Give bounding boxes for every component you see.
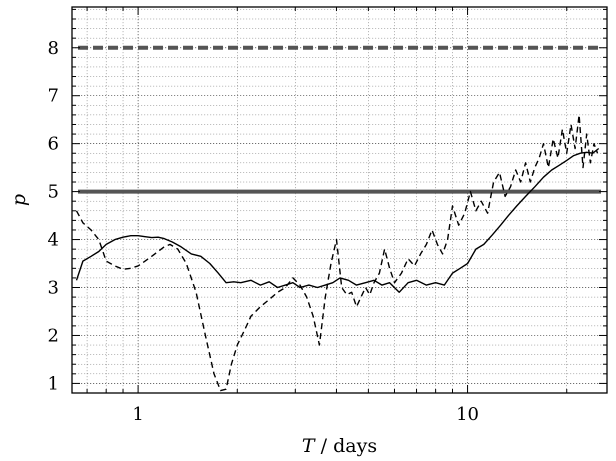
y-tick-label: 4 (48, 230, 59, 251)
y-tick-label: 3 (48, 278, 59, 299)
x-axis-unit: days (333, 435, 377, 457)
y-tick-label: 8 (48, 38, 59, 59)
y-axis-title: p (8, 194, 30, 206)
grid (72, 7, 607, 394)
series-group (75, 114, 600, 392)
series-solid-line (75, 147, 600, 293)
tick-labels: 1 10 1 2 3 4 5 6 7 8 (48, 38, 479, 425)
reference-lines (78, 45, 601, 194)
y-tick-label: 6 (48, 134, 59, 155)
y-tick-label: 1 (48, 373, 59, 394)
plot-frame (71, 6, 608, 394)
x-axis-title: T / days (302, 435, 377, 457)
y-tick-label: 7 (48, 86, 59, 107)
x-tick-label: 1 (132, 404, 143, 425)
y-tick-label: 5 (48, 182, 59, 203)
y-tick-label: 2 (48, 325, 59, 346)
x-axis-variable: T (302, 435, 316, 457)
series-dashed-line (75, 114, 599, 392)
ticks (72, 7, 607, 394)
x-tick-label: 10 (456, 404, 479, 425)
x-axis-separator: / (315, 435, 333, 457)
